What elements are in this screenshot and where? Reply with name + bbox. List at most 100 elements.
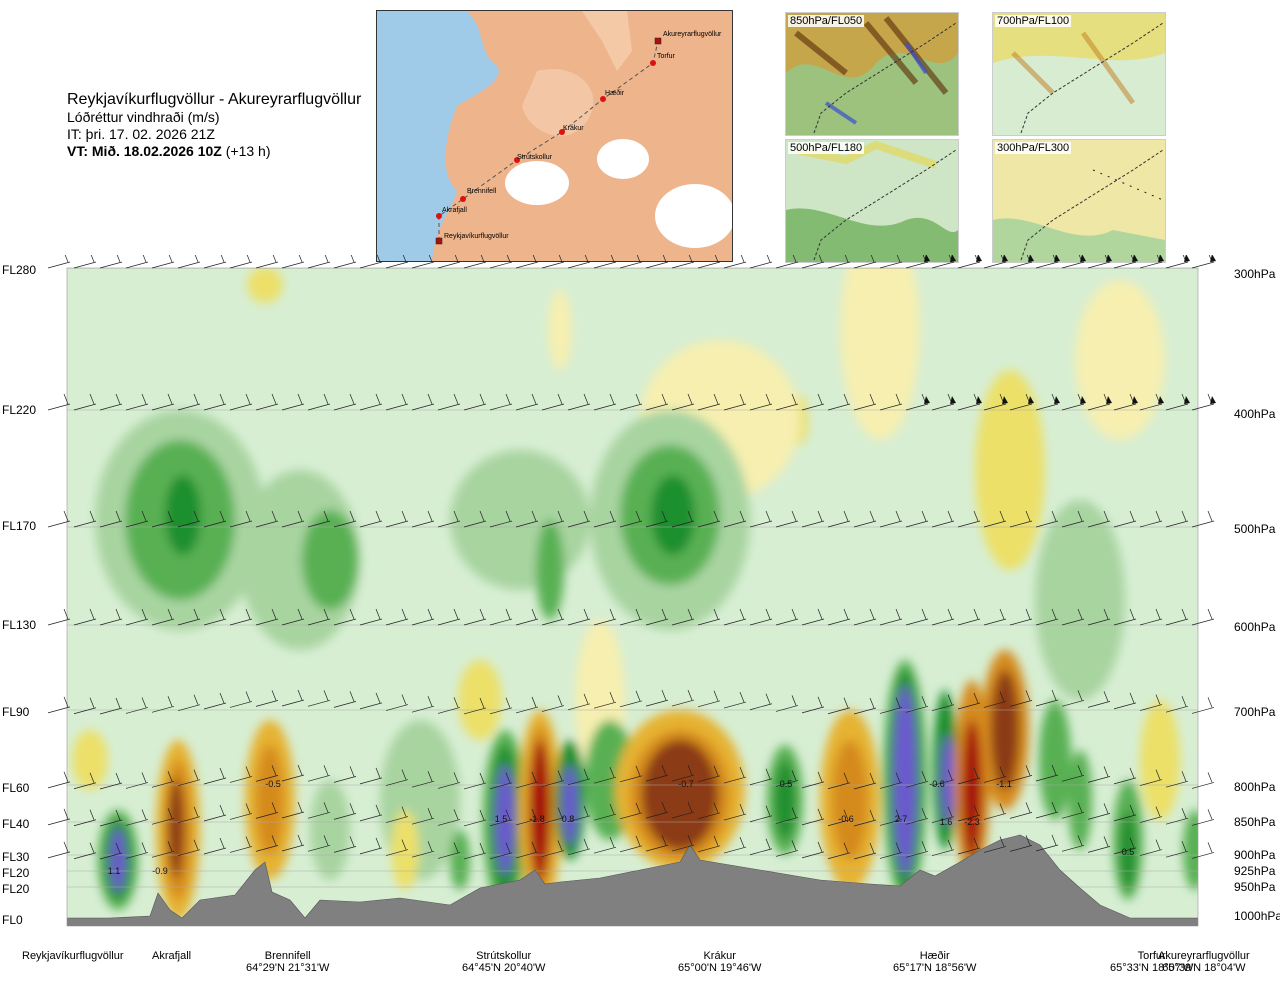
pressure-label: 300hPa bbox=[1234, 267, 1276, 281]
wind-barb-pennant bbox=[1158, 396, 1164, 404]
wind-barb-flag bbox=[115, 608, 121, 620]
wind-barb-flag bbox=[947, 608, 953, 620]
wind-barb-flag bbox=[141, 772, 147, 783]
wind-barb-flag bbox=[765, 393, 771, 405]
wind-barb-shaft bbox=[333, 701, 357, 708]
wind-barb-shaft bbox=[983, 846, 1007, 853]
issue-time: IT: þri. 17. 02. 2026 21Z bbox=[67, 126, 215, 142]
wind-barb-flag bbox=[1155, 694, 1161, 705]
wind-barb-shaft bbox=[463, 520, 487, 528]
wind-barb-shaft bbox=[203, 847, 227, 855]
wind-barb-shaft bbox=[827, 852, 851, 860]
wind-barb-shaft bbox=[645, 774, 669, 782]
wind-barb-shaft bbox=[619, 520, 643, 528]
wind-barb-pennant bbox=[950, 396, 956, 404]
thumbnail-300[interactable]: 300hPa/FL300 bbox=[992, 139, 1166, 263]
wind-barb-shaft bbox=[1087, 261, 1111, 269]
wind-barb-flag bbox=[583, 693, 589, 704]
wind-barb-shaft bbox=[1035, 774, 1059, 782]
wind-barb-flag bbox=[167, 608, 173, 620]
wind-barb-shaft bbox=[47, 781, 71, 789]
wind-barb-shaft bbox=[281, 618, 305, 626]
wind-barb-shaft bbox=[151, 817, 175, 825]
wind-barb-shaft bbox=[775, 261, 799, 269]
wind-barb-shaft bbox=[359, 847, 383, 855]
wind-barb-flag bbox=[506, 255, 511, 263]
pressure-label: 700hPa bbox=[1234, 705, 1276, 719]
wind-barb-flag bbox=[453, 510, 459, 522]
wind-barb-flag bbox=[739, 836, 745, 848]
thumbnail-850[interactable]: 850hPa/FL050 bbox=[785, 12, 959, 136]
wind-barb-flag bbox=[505, 772, 511, 783]
wind-barb-shaft bbox=[125, 618, 149, 626]
wind-barb-flag bbox=[635, 393, 641, 405]
fl-label: FL130 bbox=[2, 618, 37, 632]
wind-barb-flag bbox=[531, 510, 537, 522]
wind-barb-shaft bbox=[879, 852, 903, 859]
wind-barb-shaft bbox=[1113, 814, 1137, 822]
wind-barb-flag bbox=[869, 393, 875, 405]
wind-barb-shaft bbox=[1035, 699, 1059, 707]
wind-barb-shaft bbox=[281, 844, 305, 852]
wind-barb-flag bbox=[1025, 510, 1031, 522]
wind-barb-flag bbox=[1103, 803, 1109, 814]
contour-region bbox=[256, 745, 284, 855]
wind-barb-shaft bbox=[229, 776, 253, 783]
contour-region bbox=[790, 460, 870, 580]
wind-barb-shaft bbox=[47, 403, 71, 411]
wind-barb-flag bbox=[739, 691, 745, 703]
fl-label: FL20 bbox=[2, 866, 30, 880]
wind-barb-flag bbox=[765, 510, 771, 522]
thumbnail-850-label: 850hPa/FL050 bbox=[788, 15, 865, 27]
wind-barb-shaft bbox=[1191, 618, 1215, 626]
contour-region bbox=[562, 765, 578, 845]
wind-barb-shaft bbox=[697, 812, 721, 820]
wind-barb-shaft bbox=[125, 819, 149, 826]
wind-barb-flag bbox=[869, 809, 875, 821]
wind-barb-flag bbox=[688, 255, 693, 263]
wind-barb-shaft bbox=[359, 520, 383, 528]
wind-barb-flag bbox=[791, 510, 797, 522]
wind-barb-flag bbox=[505, 809, 511, 820]
wind-barb-flag bbox=[271, 835, 277, 846]
wind-barb-flag bbox=[193, 608, 199, 620]
wind-barb-flag bbox=[1051, 608, 1057, 620]
wind-barb-flag bbox=[557, 510, 563, 522]
wind-barb-flag bbox=[401, 694, 407, 705]
contour-region bbox=[1140, 700, 1180, 820]
wind-barb-flag bbox=[895, 772, 901, 783]
wind-barb-flag bbox=[63, 393, 69, 405]
wind-barb-flag bbox=[401, 510, 407, 522]
wind-barb-flag bbox=[298, 255, 303, 263]
contour-region bbox=[450, 450, 590, 590]
thumbnail-700[interactable]: 700hPa/FL100 bbox=[992, 12, 1166, 136]
wind-barb-flag bbox=[1207, 772, 1213, 783]
wind-barb-flag bbox=[1051, 834, 1057, 846]
map-label-brennifell: Brennifell bbox=[467, 188, 497, 195]
wind-barb-flag bbox=[844, 255, 849, 263]
wind-barb-flag bbox=[895, 842, 901, 853]
thumbnail-500-art bbox=[786, 140, 958, 262]
wind-barb-shaft bbox=[1009, 618, 1033, 626]
wind-barb-flag bbox=[193, 769, 199, 780]
wind-barb-shaft bbox=[1087, 776, 1111, 783]
wind-barb-flag bbox=[116, 255, 121, 263]
wind-barb-shaft bbox=[359, 702, 383, 710]
wind-barb-flag bbox=[661, 834, 667, 846]
wind-barb-flag bbox=[427, 696, 433, 707]
wind-barb-flag bbox=[947, 806, 953, 817]
wind-barb-shaft bbox=[905, 403, 929, 411]
wind-barb-shaft bbox=[593, 261, 617, 269]
valid-time: VT: Mið. 18.02.2026 10Z (+13 h) bbox=[67, 143, 361, 160]
wind-barb-flag bbox=[713, 802, 719, 813]
pressure-label: 850hPa bbox=[1234, 815, 1276, 829]
wind-barb-shaft bbox=[853, 707, 877, 715]
fl-label: FL60 bbox=[2, 781, 30, 795]
wind-barb-shaft bbox=[853, 261, 877, 269]
wind-barb-shaft bbox=[203, 777, 227, 785]
thumbnail-500[interactable]: 500hPa/FL180 bbox=[785, 139, 959, 263]
wind-barb-shaft bbox=[437, 403, 461, 411]
wind-barb-pennant bbox=[1080, 255, 1086, 262]
wind-barb-flag bbox=[272, 255, 277, 263]
wind-barb-flag bbox=[375, 837, 381, 849]
